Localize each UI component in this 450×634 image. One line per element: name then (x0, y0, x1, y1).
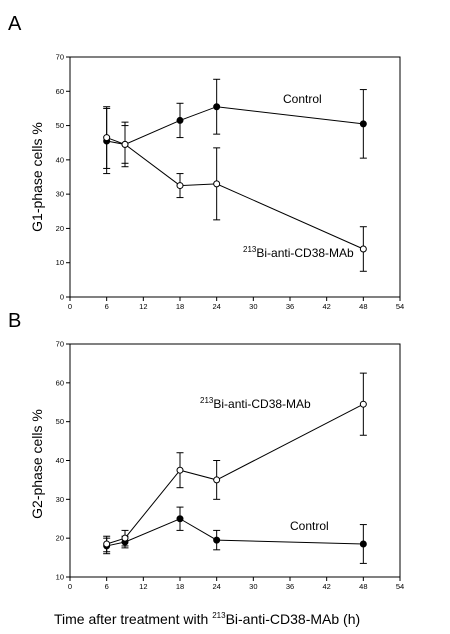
panel-a-y-tick-label: 60 (56, 87, 64, 96)
panel-a-y-tick-label: 70 (56, 53, 64, 62)
panel-a-axes: 0 6 12 18 24 30 36 42 48 54 0 10 20 30 40 50 60 70 (56, 53, 405, 312)
panel-a-marks (103, 78, 367, 272)
panel-b-x-tick-label: 42 (322, 582, 330, 591)
panel-a-treatment-point (176, 182, 184, 190)
panel-a-letter: A (8, 13, 22, 35)
panel-b-x-tick-label: 6 (105, 582, 109, 591)
panel-b-x-tick-label: 30 (249, 582, 257, 591)
panel-b-x-tick-label: 48 (359, 582, 367, 591)
panel-b-control-point (213, 536, 221, 544)
panel-a-y-tick-label: 0 (60, 293, 64, 302)
panel-b: B G2-phase cells % 0 6 12 18 24 30 36 42 48 54 10 2… (8, 310, 404, 591)
panel-a-treatment-label: 213Bi-anti-CD38-MAb (243, 245, 354, 260)
panel-b-y-tick-label: 10 (56, 573, 64, 582)
panel-a-y-tick-label: 50 (56, 121, 64, 130)
panel-a-treatment-point (103, 134, 111, 142)
panel-b-plot-frame (69, 343, 401, 578)
panel-a-y-tick-label: 10 (56, 258, 64, 267)
panel-a-x-tick-label: 6 (105, 302, 109, 311)
panel-b-axes: 0 6 12 18 24 30 36 42 48 54 10 20 30 40 50 60 70 (56, 340, 405, 592)
panel-b-y-tick-label: 50 (56, 417, 64, 426)
panel-b-x-tick-label: 24 (212, 582, 220, 591)
panel-b-x-tick-label: 54 (396, 582, 404, 591)
panel-a: A G1-phase cells % 0 6 12 18 24 30 36 42 48 54 0 10… (8, 13, 404, 311)
panel-b-x-tick-label: 36 (286, 582, 294, 591)
panel-a-x-tick-label: 36 (286, 302, 294, 311)
panel-a-x-tick-label: 48 (359, 302, 367, 311)
panel-a-treatment-point (213, 180, 221, 188)
panel-b-letter: B (8, 310, 21, 332)
panel-a-x-tick-label: 0 (68, 302, 72, 311)
panel-a-control-line (106, 106, 364, 145)
panel-a-y-tick-label: 30 (56, 190, 64, 199)
panel-a-control-point (176, 116, 184, 124)
panel-b-treatment-point (121, 534, 129, 542)
panel-a-y-tick-label: 40 (56, 155, 64, 164)
panel-b-treatment-point (359, 400, 367, 408)
panel-b-y-tick-label: 20 (56, 534, 64, 543)
panel-b-y-tick-label: 70 (56, 340, 64, 349)
x-axis-label: Time after treatment with 213Bi-anti-CD3… (54, 611, 360, 627)
panel-b-control-point (176, 515, 184, 523)
panel-b-x-tick-label: 12 (139, 582, 147, 591)
panel-b-treatment-point (176, 466, 184, 474)
panel-a-treatment-point (121, 140, 129, 148)
panel-b-y-tick-label: 40 (56, 456, 64, 465)
panel-a-x-tick-label: 24 (212, 302, 220, 311)
panel-a-treatment-line (106, 137, 364, 250)
panel-b-x-tick-label: 0 (68, 582, 72, 591)
panel-b-control-label: Control (290, 519, 329, 533)
panel-a-control-point (213, 103, 221, 111)
panel-a-y-axis-label: G1-phase cells % (29, 122, 45, 232)
panel-a-treatment-point (359, 245, 367, 253)
panel-a-x-tick-label: 42 (322, 302, 330, 311)
panel-a-control-point (359, 120, 367, 128)
panel-a-x-tick-label: 30 (249, 302, 257, 311)
panel-a-control-label: Control (283, 92, 322, 106)
panel-a-plot-frame (69, 56, 401, 298)
panel-b-control-point (359, 540, 367, 548)
panel-b-marks (103, 372, 367, 564)
panel-b-y-tick-label: 30 (56, 495, 64, 504)
panel-b-treatment-label: 213Bi-anti-CD38-MAb (200, 396, 311, 411)
panel-b-y-tick-label: 60 (56, 378, 64, 387)
panel-a-x-tick-label: 12 (139, 302, 147, 311)
panel-a-y-tick-label: 20 (56, 224, 64, 233)
panel-b-x-tick-label: 18 (176, 582, 184, 591)
panel-b-treatment-point (103, 540, 111, 548)
panel-b-treatment-point (213, 476, 221, 484)
panel-a-x-tick-label: 54 (396, 302, 404, 311)
panel-b-y-axis-label: G2-phase cells % (29, 409, 45, 519)
panel-a-x-tick-label: 18 (176, 302, 184, 311)
